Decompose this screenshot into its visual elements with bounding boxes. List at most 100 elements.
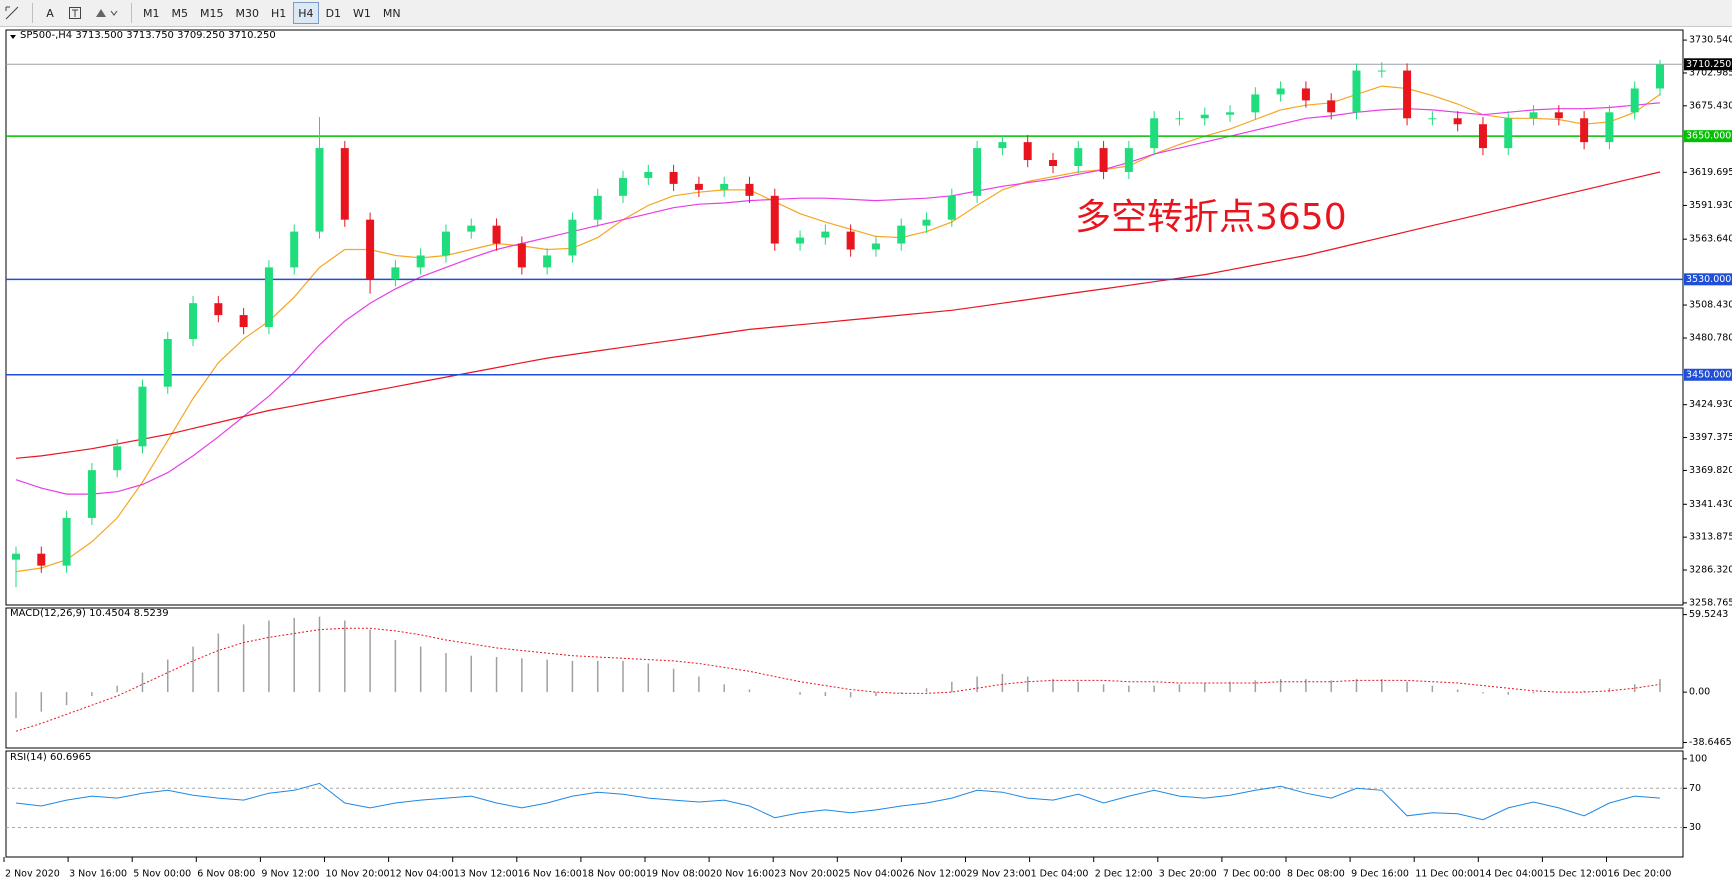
candle-body (1251, 94, 1260, 113)
period-button[interactable]: M5 (171, 6, 189, 20)
candle-body (1529, 112, 1538, 119)
x-tick-label: 16 Nov 16:00 (518, 869, 582, 880)
period-button[interactable]: M15 (200, 6, 224, 20)
y-tick-label: 3341.430 (1689, 499, 1732, 510)
chart: SP500-,H4 3713.500 3713.750 3709.250 371… (3, 29, 1732, 880)
y-tick-label: 3258.765 (1689, 597, 1732, 608)
period-button[interactable]: M1 (143, 6, 160, 20)
candle-body (568, 219, 577, 256)
level-label-bg (1684, 273, 1732, 286)
candle-body (1226, 112, 1235, 115)
level-label: 3650.000 (1686, 131, 1731, 142)
candle-body (1301, 88, 1310, 101)
shapes-tool[interactable] (89, 2, 123, 24)
period-button[interactable]: D1 (325, 6, 342, 20)
candle-body (1580, 118, 1589, 143)
candle-body (87, 470, 96, 518)
x-tick-label: 26 Nov 12:00 (902, 869, 966, 880)
candle-body (897, 225, 906, 244)
candle-body (441, 231, 450, 256)
y-tick-label: -38.6465 (1689, 737, 1732, 748)
candle-body (138, 386, 147, 447)
candle-body (1327, 100, 1336, 113)
candle-body (973, 148, 982, 196)
x-tick-label: 29 Nov 23:00 (967, 869, 1031, 880)
candle-body (1630, 88, 1639, 113)
candle-body (1099, 148, 1108, 172)
icon (69, 7, 81, 19)
candle-body (1074, 148, 1083, 166)
candle-body (12, 553, 20, 560)
icon (96, 9, 118, 17)
candle-body (214, 303, 223, 316)
y-tick-label: 3508.430 (1689, 300, 1732, 311)
x-tick-label: 23 Nov 20:00 (774, 869, 838, 880)
rsi-line (15, 782, 1661, 821)
x-tick-label: 8 Dec 08:00 (1287, 869, 1345, 880)
level-label: 3450.000 (1686, 369, 1731, 380)
period-button[interactable]: M30 (235, 6, 260, 20)
y-tick-label: 3286.320 (1689, 565, 1732, 576)
main-panel-frame (5, 29, 1684, 606)
label-tool[interactable] (63, 2, 87, 24)
candle-body (239, 315, 248, 328)
x-tick-label: 19 Nov 08:00 (646, 869, 710, 880)
period-button[interactable]: W1 (353, 6, 371, 20)
candle-body (1023, 142, 1032, 161)
candle-body (113, 446, 122, 471)
candle-body (669, 171, 678, 184)
candle-body (1656, 64, 1664, 89)
y-tick-label: 3591.930 (1689, 200, 1732, 211)
x-tick-label: 11 Dec 00:00 (1415, 869, 1479, 880)
candle-body (1200, 114, 1209, 119)
candle-body (517, 243, 526, 268)
candle-body (796, 237, 805, 244)
x-tick-label: 1 Dec 04:00 (1031, 869, 1089, 880)
text-tool[interactable]: A (46, 6, 54, 20)
menu-arrow (10, 35, 16, 39)
candle-body (821, 231, 830, 238)
candle-body (189, 303, 198, 339)
candle-body (1048, 160, 1057, 166)
x-tick-label: 2 Dec 12:00 (1095, 869, 1153, 880)
period-button[interactable]: H1 (271, 6, 287, 20)
candle-body (720, 183, 729, 190)
level-label-bg (1684, 368, 1732, 381)
x-tick-label: 25 Nov 04:00 (838, 869, 902, 880)
candle-body (37, 553, 46, 566)
period-buttons: M1 M5 M15 M30 H1 H4 D1 W1 MN (138, 2, 408, 24)
moving-average (15, 102, 1661, 495)
x-tick-label: 5 Nov 00:00 (133, 869, 191, 880)
candle-body (998, 142, 1007, 149)
macd-title: MACD(12,26,9) 10.4504 8.5239 (10, 608, 169, 619)
rsi-title: RSI(14) 60.6965 (10, 752, 91, 763)
candle-body (1352, 70, 1361, 113)
icon (5, 6, 19, 20)
period-button[interactable]: H4 (293, 2, 319, 24)
x-tick-label: 9 Dec 16:00 (1351, 869, 1409, 880)
candle-body (871, 243, 880, 250)
crosshair-tool[interactable] (0, 2, 24, 24)
candle-body (846, 231, 855, 250)
moving-average (15, 85, 1661, 573)
x-tick-label: 6 Nov 08:00 (197, 869, 255, 880)
candle-body (290, 231, 299, 268)
y-tick-label: 3369.820 (1689, 465, 1732, 476)
x-tick-label: 20 Nov 16:00 (710, 869, 774, 880)
candle-body (1504, 118, 1513, 149)
x-tick-label: 18 Nov 00:00 (582, 869, 646, 880)
period-button[interactable]: MN (382, 6, 401, 20)
candle-body (619, 177, 628, 196)
separator (32, 3, 33, 23)
x-tick-label: 3 Dec 20:00 (1159, 869, 1217, 880)
candle-body (391, 267, 400, 280)
level-label-bg (1684, 58, 1732, 71)
candle-body (745, 183, 754, 196)
candle-body (644, 171, 653, 178)
candle-body (543, 255, 552, 268)
x-tick-label: 16 Dec 20:00 (1608, 869, 1672, 880)
candle-body (1377, 70, 1386, 72)
candle-body (1175, 118, 1184, 120)
candle-body (1403, 70, 1412, 119)
